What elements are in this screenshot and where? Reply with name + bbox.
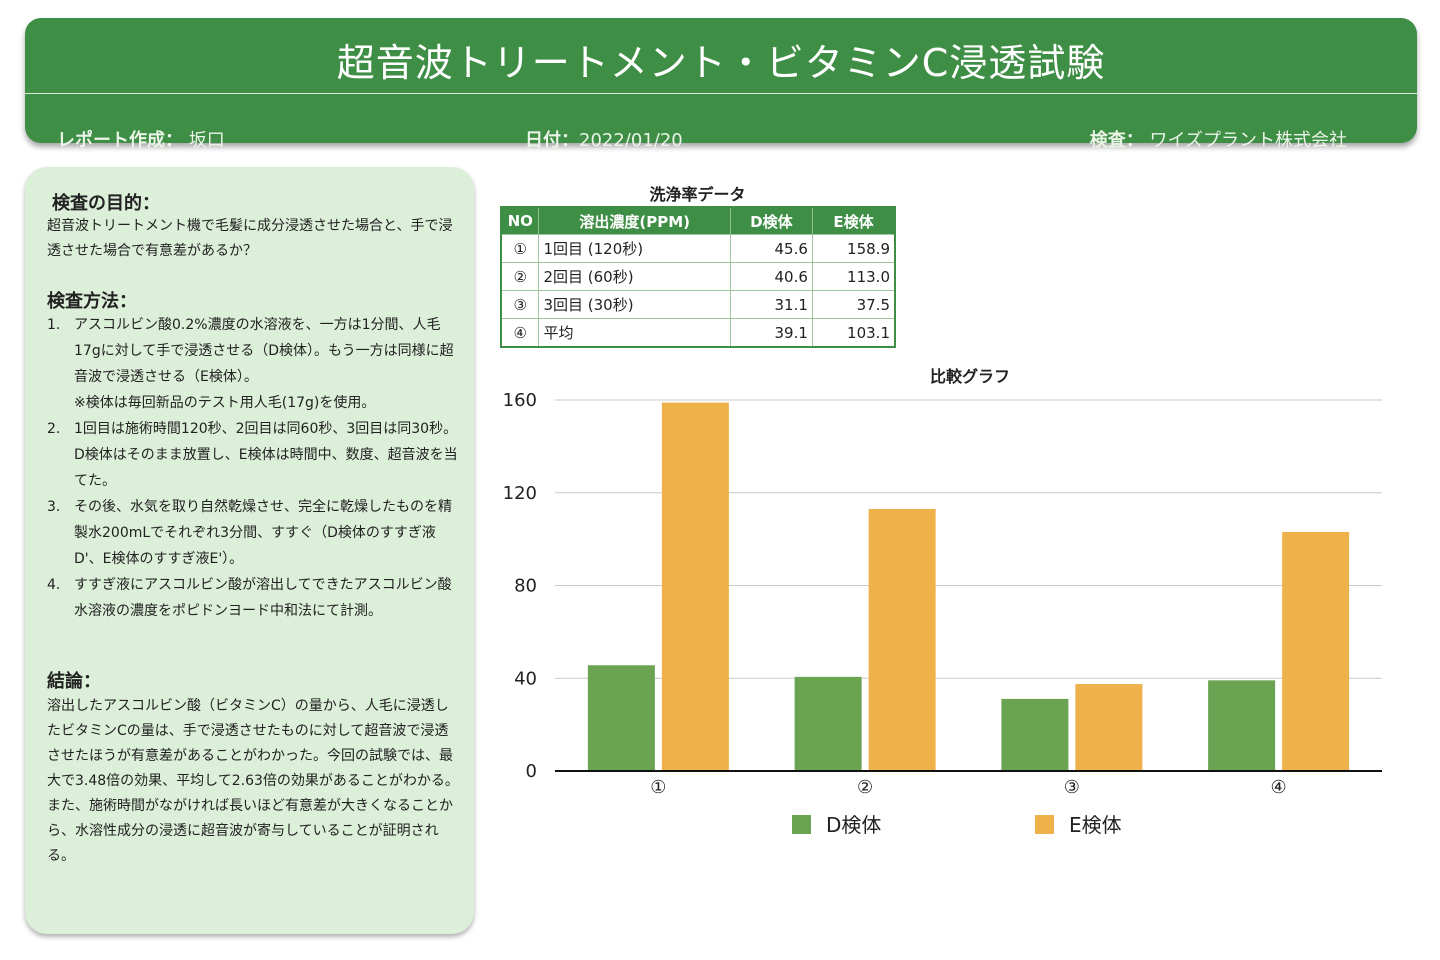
method-text: その後、水気を取り自然乾燥させ、完全に乾燥したものを精製水200mLでそれぞれ3… (74, 499, 452, 567)
e-value: 113.0 (812, 262, 896, 291)
table-header-row: NO 溶出濃度(PPM) D検体 E検体 (501, 207, 896, 235)
method-note: ※検体は毎回新品のテスト用人毛(17g)を使用。 (74, 395, 376, 411)
report-header: 超音波トリートメント・ビタミンC浸透試験 レポート作成： 坂口 日付：2022/… (25, 18, 1417, 151)
table-row: ② 2回目 (60秒) 40.6 113.0 (501, 262, 896, 291)
row-label: 2回目 (60秒) (538, 262, 731, 291)
y-tick-label: 40 (514, 668, 537, 689)
inspect-label: 検査： (1089, 130, 1144, 151)
row-number: ① (501, 234, 540, 263)
e-value: 103.1 (812, 318, 896, 347)
method-text: 1回目は施術時間120秒、2回目は同60秒、3回目は同30秒。D検体はそのまま放… (74, 421, 458, 489)
description-panel: 検査の目的： 超音波トリートメント機で毛髪に成分浸透させた場合と、手で浸透させた… (25, 167, 474, 934)
d-value: 40.6 (730, 262, 813, 291)
page-title: 超音波トリートメント・ビタミンC浸透試験 (336, 41, 1106, 85)
e-value: 158.9 (812, 234, 896, 263)
conclusion-heading: 結論： (47, 671, 101, 692)
column-header: D検体 (730, 207, 813, 235)
x-tick-label: ② (857, 777, 873, 798)
table-row: ① 1回目 (120秒) 45.6 158.9 (501, 234, 896, 263)
y-tick-label: 0 (526, 761, 537, 782)
bar (794, 676, 862, 771)
author-meta: レポート作成： 坂口 (57, 126, 225, 152)
bar (1001, 698, 1069, 771)
legend-swatch (1035, 815, 1054, 834)
method-number: 4. (47, 577, 61, 593)
column-header: NO (501, 207, 540, 235)
method-heading: 検査方法： (47, 291, 137, 312)
method-list: 1. アスコルビン酸0.2%濃度の水溶液を、一方は1分間、人毛17gに対して手で… (47, 312, 462, 624)
d-value: 39.1 (730, 318, 813, 347)
legend-label: E検体 (1069, 813, 1122, 837)
row-number: ④ (501, 318, 540, 347)
table-title: 洗浄率データ (649, 185, 746, 204)
d-value: 31.1 (730, 290, 813, 319)
method-number: 2. (47, 421, 61, 437)
column-header: 溶出濃度(PPM) (538, 207, 731, 235)
y-tick-label: 160 (503, 390, 537, 411)
legend-label: D検体 (826, 813, 881, 837)
comparison-bar-chart: 0 40 80 120 160 ① ② ③ ④ D検体 E検体 (503, 390, 1382, 837)
row-number: ② (501, 262, 540, 291)
author-value: 坂口 (188, 130, 225, 151)
row-number: ③ (501, 290, 540, 319)
x-tick-label: ③ (1064, 777, 1080, 798)
d-value: 45.6 (730, 234, 813, 263)
bar (1075, 684, 1143, 771)
bar (1282, 531, 1350, 771)
bar (1208, 680, 1276, 771)
row-label: 3回目 (30秒) (538, 290, 731, 319)
row-label: 平均 (538, 318, 731, 347)
method-item: 4. すすぎ液にアスコルビン酸が溶出してできたアスコルビン酸水溶液の濃度をポピド… (47, 572, 462, 624)
y-tick-label: 80 (514, 576, 537, 597)
inspect-meta: 検査： ワイズプラント株式会社 (1090, 126, 1347, 152)
purpose-text: 超音波トリートメント機で毛髪に成分浸透させた場合と、手で浸透させた場合で有意差が… (47, 218, 453, 259)
author-label: レポート作成： (57, 130, 183, 151)
bar (587, 665, 655, 771)
method-text: すすぎ液にアスコルビン酸が溶出してできたアスコルビン酸水溶液の濃度をポピドンヨー… (74, 577, 452, 619)
bar (868, 508, 936, 771)
legend-swatch (792, 815, 811, 834)
e-value: 37.5 (812, 290, 896, 319)
method-number: 3. (47, 499, 61, 515)
method-text: アスコルビン酸0.2%濃度の水溶液を、一方は1分間、人毛17gに対して手で浸透さ… (74, 317, 454, 385)
date-meta: 日付：2022/01/20 (525, 126, 683, 152)
bar (661, 402, 729, 771)
x-tick-label: ④ (1271, 777, 1287, 798)
header-divider (25, 93, 1417, 94)
row-label: 1回目 (120秒) (538, 234, 731, 263)
method-item: 3. その後、水気を取り自然乾燥させ、完全に乾燥したものを精製水200mLでそれ… (47, 494, 462, 572)
purpose-heading: 検査の目的： (52, 193, 160, 214)
method-item: 2. 1回目は施術時間120秒、2回目は同60秒、3回目は同30秒。D検体はその… (47, 416, 462, 494)
method-item: 1. アスコルビン酸0.2%濃度の水溶液を、一方は1分間、人毛17gに対して手で… (47, 312, 462, 416)
table-row: ③ 3回目 (30秒) 31.1 37.5 (501, 290, 896, 319)
conclusion-text: 溶出したアスコルビン酸（ビタミンC）の量から、人毛に浸透したビタミンCの量は、手… (47, 698, 459, 864)
y-tick-label: 120 (503, 483, 537, 504)
chart-title: 比較グラフ (929, 367, 1010, 386)
date-label: 日付： (525, 130, 579, 151)
date-value: 2022/01/20 (579, 130, 683, 151)
x-tick-label: ① (650, 777, 666, 798)
table-row: ④ 平均 39.1 103.1 (501, 318, 896, 347)
method-number: 1. (47, 317, 61, 333)
column-header: E検体 (812, 207, 896, 235)
inspect-value: ワイズプラント株式会社 (1149, 130, 1347, 151)
data-table: NO 溶出濃度(PPM) D検体 E検体 ① 1回目 (120秒) 45.6 1… (500, 206, 896, 348)
